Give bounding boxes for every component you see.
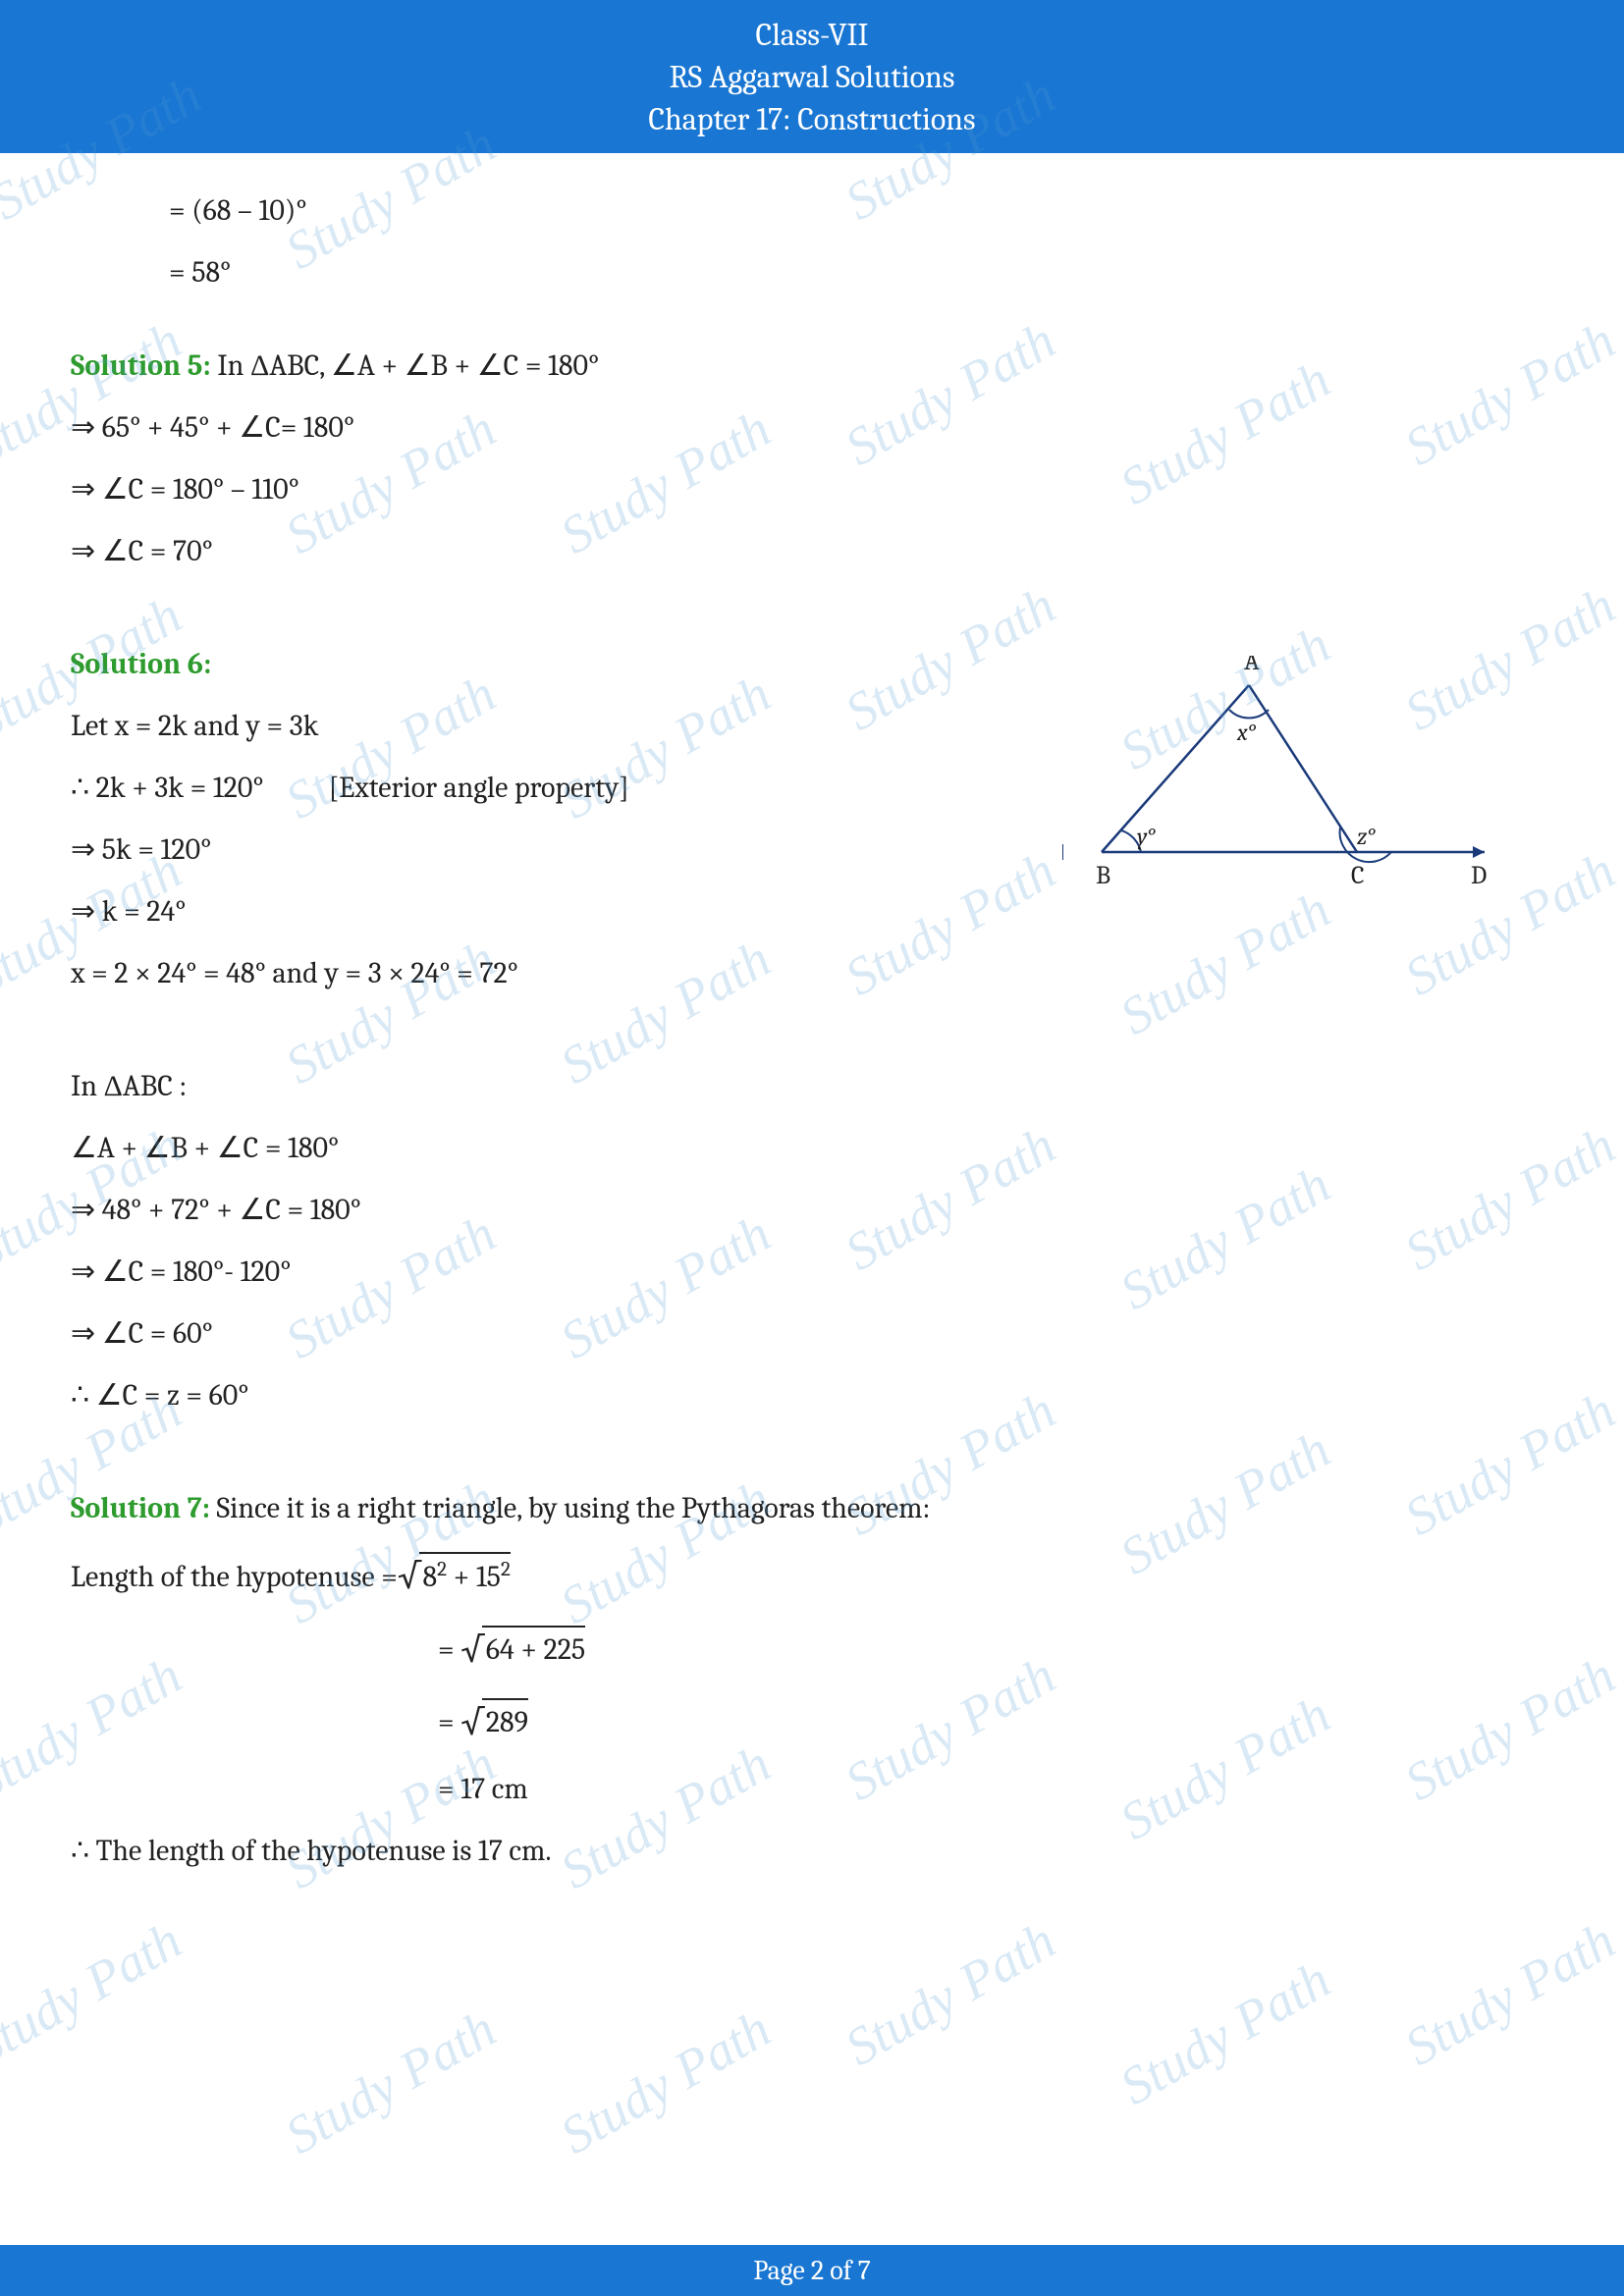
sqrt-expr-3: 289 xyxy=(482,1694,528,1750)
svg-text:A: A xyxy=(1244,656,1260,676)
watermark: Study Path xyxy=(1394,1909,1624,2077)
sol6-l2b: [Exterior angle property] xyxy=(329,771,629,805)
watermark: Study Path xyxy=(835,1909,1065,2077)
sol4-line-1: = (68 – 10)° xyxy=(169,183,1553,239)
sol5-l2: ⇒ ∠C = 180° – 110° xyxy=(71,461,1553,517)
watermark: Study Path xyxy=(0,1909,191,2077)
header-line-3: Chapter 17: Constructions xyxy=(0,98,1624,140)
sol7-l2: = √64 + 225 xyxy=(71,1615,1553,1682)
sol7-l4-text: = 17 cm xyxy=(438,1772,528,1806)
sol6-l2a: ∴ 2k + 3k = 120° xyxy=(71,771,264,805)
radical-icon: √ xyxy=(398,1556,421,1596)
sol7-intro: Solution 7: Since it is a right triangle… xyxy=(71,1480,1553,1536)
eq-sign: = xyxy=(438,1705,460,1739)
sol7-l1: Length of the hypotenuse = √82 + 152 xyxy=(71,1542,1553,1609)
sol6-p2l4: ⇒ ∠C = 60° xyxy=(71,1306,1553,1362)
triangle-diagram: A B C D x° y° z° xyxy=(1062,656,1514,930)
sol6-p2: In ΔABC : xyxy=(71,1058,1553,1114)
sol7-l3: = √289 xyxy=(71,1687,1553,1754)
page-number: Page 2 of 7 xyxy=(753,2255,870,2286)
sol5-intro: Solution 5: In ΔABC, ∠A + ∠B + ∠C = 180° xyxy=(71,338,1553,394)
svg-text:z°: z° xyxy=(1357,823,1376,850)
svg-text:C: C xyxy=(1351,861,1365,890)
sol6-l2: ∴ 2k + 3k = 120° [Exterior angle propert… xyxy=(71,760,1043,816)
eq-sign: = xyxy=(438,1632,460,1667)
header-line-1: Class-VII xyxy=(0,14,1624,56)
sol6-label: Solution 6: xyxy=(71,647,211,681)
watermark: Study Path xyxy=(1110,1949,1340,2116)
sol7-intro-text: Since it is a right triangle, by using t… xyxy=(210,1491,931,1525)
svg-text:y°: y° xyxy=(1137,823,1156,850)
sol7-l4: = 17 cm xyxy=(71,1761,1553,1817)
svg-text:D: D xyxy=(1471,861,1487,890)
radical-icon: √ xyxy=(460,1702,484,1742)
radical-icon: √ xyxy=(460,1629,484,1670)
svg-text:B: B xyxy=(1096,861,1110,890)
sol6-p2l1: ∠A + ∠B + ∠C = 180° xyxy=(71,1120,1553,1176)
sol7-label: Solution 7: xyxy=(71,1491,210,1525)
sqrt-expr-1: 82 + 152 xyxy=(419,1549,511,1605)
sol4-line-2: = 58° xyxy=(169,244,1553,300)
sol7-conclusion: ∴ The length of the hypotenuse is 17 cm. xyxy=(71,1823,1553,1879)
sol6-p2l2: ⇒ 48° + 72° + ∠C = 180° xyxy=(71,1182,1553,1238)
sol6-p2l3: ⇒ ∠C = 180°- 120° xyxy=(71,1244,1553,1300)
sol5-intro-text: In ΔABC, ∠A + ∠B + ∠C = 180° xyxy=(211,348,600,383)
sol6-l1: Let x = 2k and y = 3k xyxy=(71,698,1043,754)
svg-text:x°: x° xyxy=(1236,719,1257,746)
sol6-p2l5: ∴ ∠C = z = 60° xyxy=(71,1367,1553,1423)
watermark: Study Path xyxy=(275,1998,506,2165)
watermark: Study Path xyxy=(550,1998,781,2165)
sol6-l5: x = 2 × 24° = 48° and y = 3 × 24° = 72° xyxy=(71,945,1553,1001)
sol7-l1-lhs: Length of the hypotenuse = xyxy=(71,1549,398,1605)
page-content: = (68 – 10)° = 58° Solution 5: In ΔABC, … xyxy=(0,153,1624,1879)
sqrt-expr-2: 64 + 225 xyxy=(482,1622,585,1678)
sol5-l3: ⇒ ∠C = 70° xyxy=(71,523,1553,579)
page-footer: Page 2 of 7 xyxy=(0,2245,1624,2296)
sol6-l3: ⇒ 5k = 120° xyxy=(71,822,1043,878)
page-header: Class-VII RS Aggarwal Solutions Chapter … xyxy=(0,0,1624,153)
sol5-l1: ⇒ 65° + 45° + ∠C= 180° xyxy=(71,400,1553,455)
header-line-2: RS Aggarwal Solutions xyxy=(0,56,1624,98)
sol5-label: Solution 5: xyxy=(71,348,211,383)
sol6-l4: ⇒ k = 24° xyxy=(71,883,1043,939)
